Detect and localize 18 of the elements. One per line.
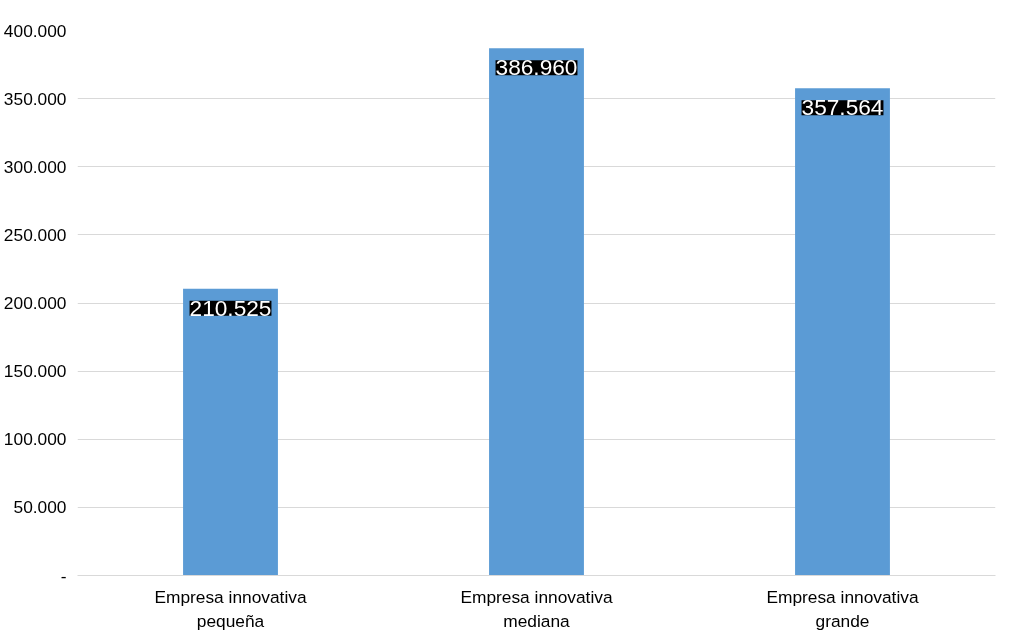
- data-label: 386.960: [495, 54, 578, 81]
- y-tick-label: 100.000: [3, 429, 67, 450]
- y-tick-label: 50.000: [13, 497, 67, 518]
- bar: [795, 88, 890, 576]
- y-tick-label: -: [60, 565, 67, 586]
- y-tick-label: 300.000: [3, 156, 67, 177]
- data-label: 357.564: [801, 94, 884, 121]
- y-tick-label: 150.000: [3, 361, 67, 382]
- y-tick-label: 350.000: [3, 88, 67, 109]
- data-label: 210.525: [189, 294, 272, 321]
- x-tick-label: Empresa innovativa pequeña: [154, 586, 307, 631]
- y-tick-label: 200.000: [3, 293, 67, 313]
- x-tick-label: Empresa innovativa grande: [766, 586, 919, 631]
- y-tick-label: 250.000: [3, 224, 67, 245]
- bar: [183, 288, 278, 576]
- x-tick-label: Empresa innovativa mediana: [460, 586, 613, 631]
- bar: [489, 48, 584, 576]
- y-tick-label: 400.000: [3, 20, 67, 41]
